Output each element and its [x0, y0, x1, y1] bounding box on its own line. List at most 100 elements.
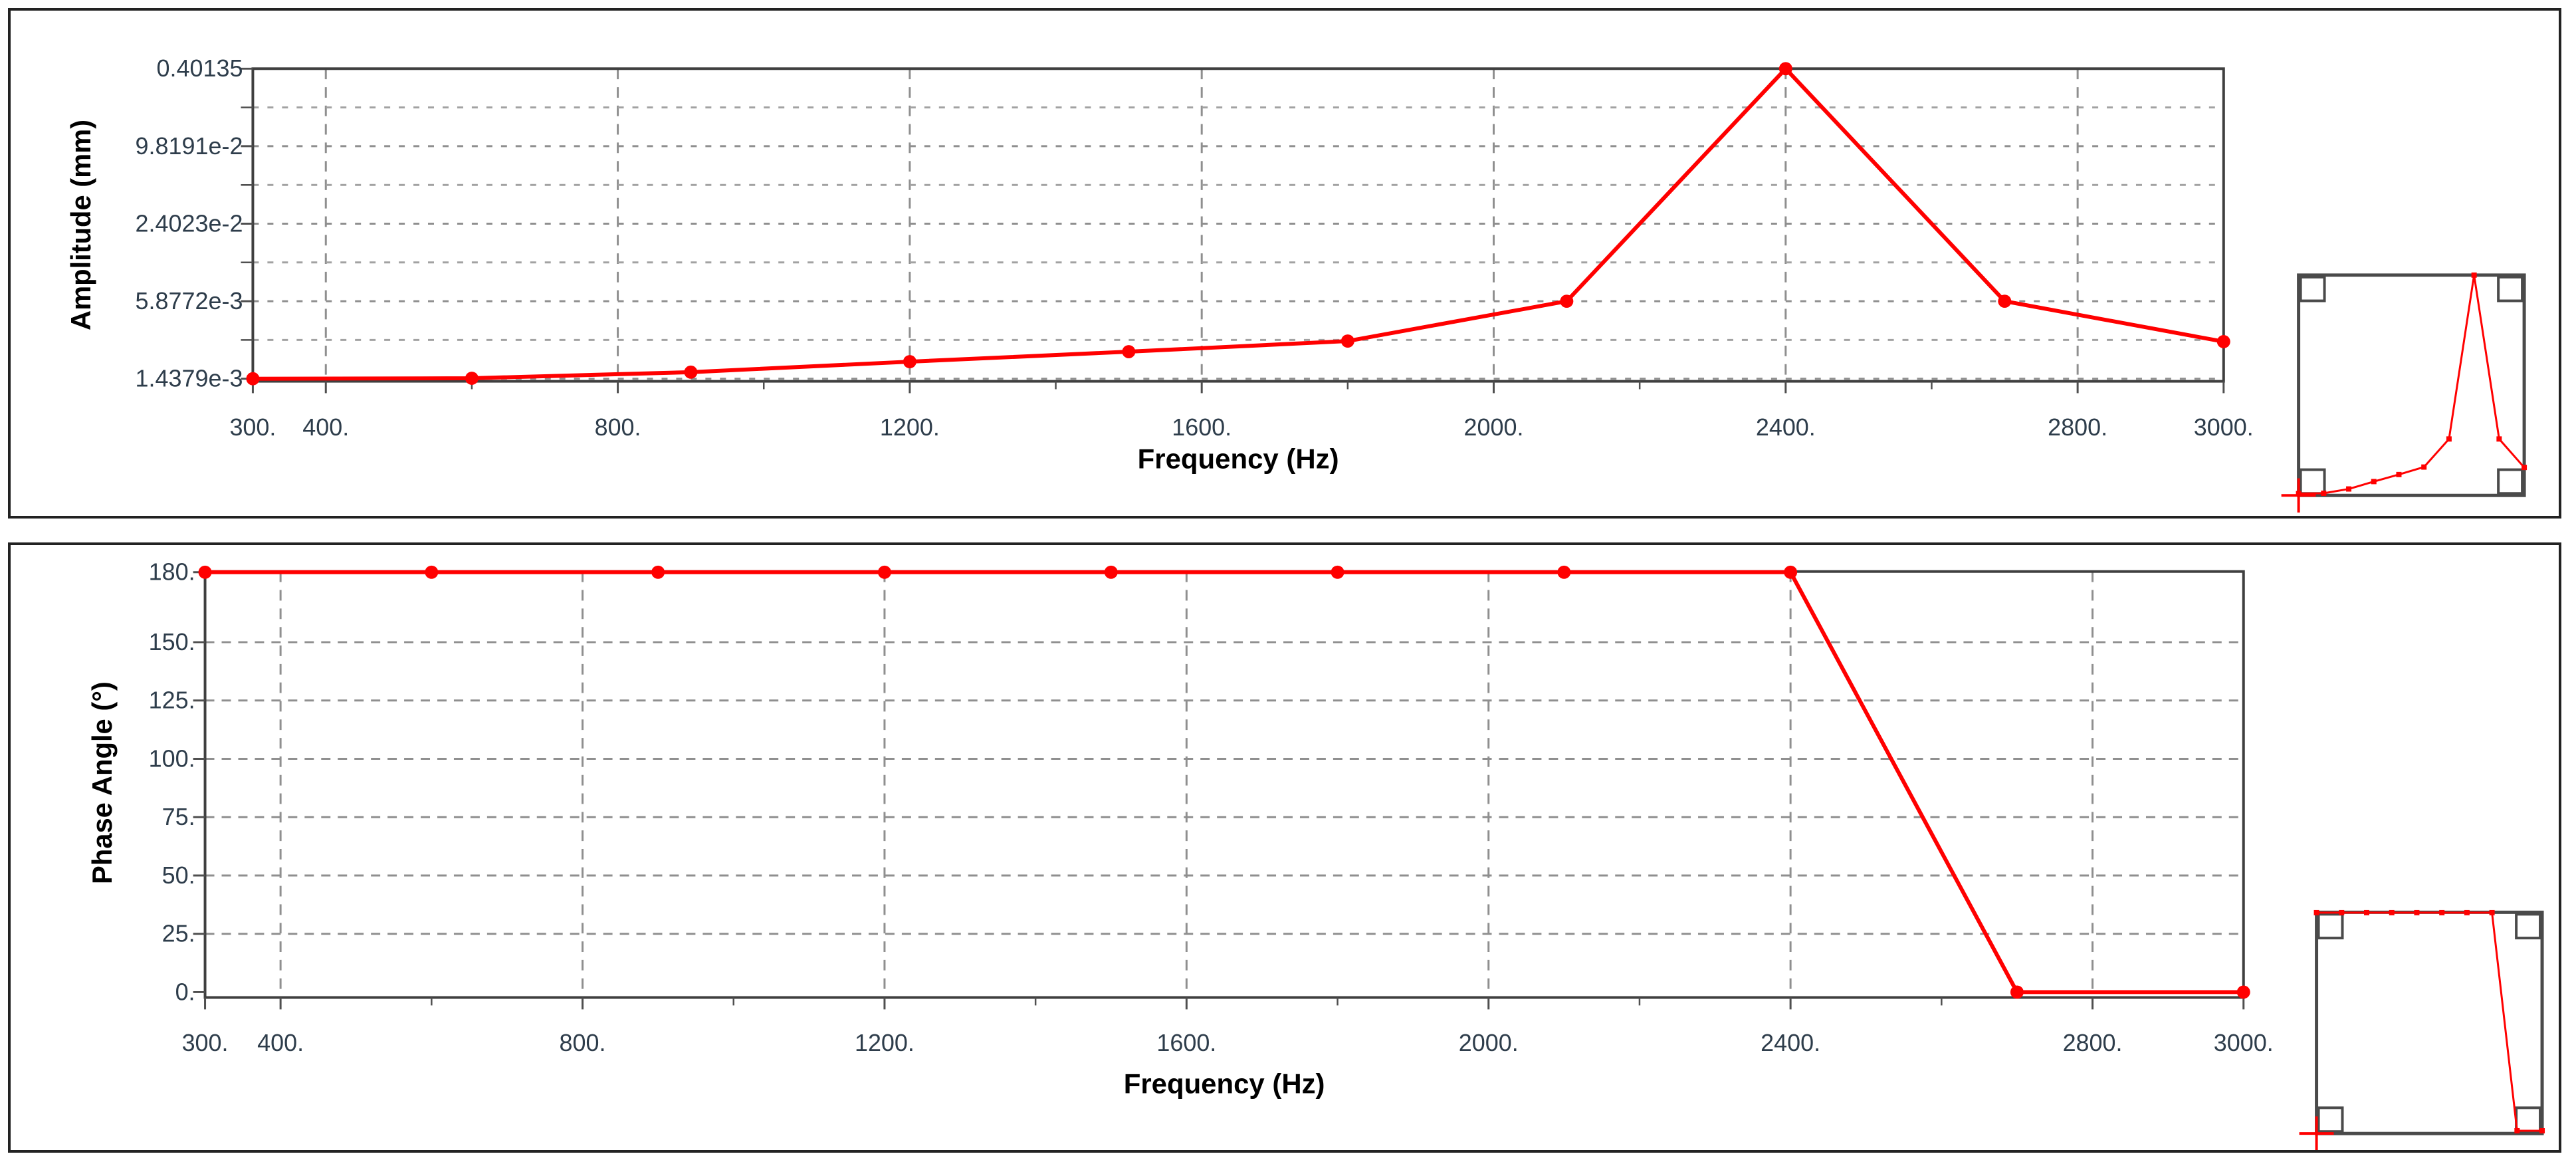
x-tick-label: 800. — [560, 1030, 606, 1056]
x-tick-label: 2800. — [2048, 414, 2107, 441]
phase-result-panel: 300. 400. 800. 1200. 1600. 2000. 2400. 2800. 300… — [8, 542, 2561, 1153]
thumbnail-data-point — [2464, 909, 2470, 915]
y-axis-title: Amplitude (mm) — [65, 120, 96, 330]
data-point-marker — [1331, 565, 1344, 579]
x-tick-label: 400. — [257, 1030, 304, 1056]
thumbnail-data-point — [2539, 1127, 2545, 1133]
thumbnail-resize-handle[interactable] — [2299, 275, 2326, 302]
thumbnail-series-line — [2316, 911, 2543, 1132]
y-tick-label: 150. — [149, 629, 195, 655]
y-tick-label: 180. — [149, 559, 195, 586]
x-tick-label: 1200. — [855, 1030, 914, 1056]
y-tick-label: 25. — [162, 921, 195, 947]
data-point-marker — [651, 565, 665, 579]
x-tick-label: 1200. — [880, 414, 940, 441]
x-tick-label: 3000. — [2194, 414, 2254, 441]
y-tick-label: 9.8191e-2 — [136, 133, 243, 160]
x-tick-label: 2400. — [1761, 1030, 1820, 1056]
y-tick-label: 1.4379e-3 — [136, 366, 243, 392]
y-axis-ticks: 180. 150. 125. 100. 75. 50. 25. 0. — [149, 559, 205, 1005]
x-gridlines — [279, 571, 2094, 998]
thumbnail-data-point — [2446, 436, 2452, 442]
y-tick-label: 125. — [149, 687, 195, 714]
y-tick-label: 5.8772e-3 — [136, 288, 243, 314]
x-tick-label: 400. — [302, 414, 349, 441]
thumbnail-data-point — [2489, 909, 2495, 915]
series-line — [203, 570, 2246, 994]
y-tick-label: 100. — [149, 746, 195, 772]
data-point-marker — [877, 565, 891, 579]
y-axis-title: Phase Angle (°) — [86, 681, 118, 884]
data-point-marker — [465, 372, 479, 385]
chart-preview-thumbnail[interactable] — [2299, 909, 2545, 1150]
thumbnail-data-point — [2371, 479, 2377, 485]
y-tick-label: 0. — [175, 979, 195, 1005]
thumbnail-resize-handle[interactable] — [2299, 468, 2326, 495]
data-point-marker — [246, 372, 260, 386]
data-point-marker — [1998, 294, 2012, 308]
data-point-marker — [684, 365, 698, 379]
thumbnail-data-point — [2396, 471, 2402, 477]
thumbnail-series-line — [2298, 274, 2525, 495]
x-tick-label: 3000. — [2214, 1030, 2274, 1056]
x-tick-label: 1600. — [1172, 414, 1232, 441]
amplitude-result-panel: 300. 400. 800. 1200. 1600. 2000. 2400. 2800. 300… — [8, 8, 2561, 519]
data-point-marker — [198, 565, 212, 579]
data-point-marker — [1784, 565, 1798, 579]
x-axis-ticks: 300. 400. 800. 1200. 1600. 2000. 2400. 2800. 300… — [182, 997, 2274, 1056]
thumbnail-resize-handle[interactable] — [2317, 1106, 2344, 1133]
y-tick-label: 2.4023e-2 — [136, 211, 243, 237]
thumbnail-frame — [2315, 910, 2544, 1135]
data-point-marker — [903, 355, 916, 368]
x-tick-label: 2800. — [2063, 1030, 2123, 1056]
thumbnail-data-point — [2421, 464, 2427, 470]
x-axis-title: Frequency (Hz) — [1138, 443, 1339, 475]
x-axis-title: Frequency (Hz) — [1124, 1068, 1325, 1100]
data-point-marker — [1778, 62, 1792, 76]
y-tick-label: 50. — [162, 862, 195, 889]
data-point-marker — [2216, 335, 2230, 348]
data-point-marker — [2236, 985, 2250, 999]
y-tick-label: 75. — [162, 804, 195, 830]
x-tick-label: 300. — [182, 1030, 229, 1056]
thumbnail-data-point — [2313, 909, 2319, 915]
thumbnail-resize-handle[interactable] — [2497, 468, 2524, 495]
plot-frame — [251, 67, 2225, 383]
x-tick-label: 800. — [595, 414, 641, 441]
thumbnail-data-point — [2471, 272, 2477, 278]
thumbnail-frame — [2297, 273, 2526, 497]
thumbnail-data-point — [2439, 909, 2445, 915]
thumbnail-data-point — [2364, 909, 2370, 915]
amplitude-chart-svg: 300. 400. 800. 1200. 1600. 2000. 2400. 2800. 300… — [65, 55, 2527, 513]
data-point-marker — [1557, 565, 1571, 579]
data-point-marker — [1341, 334, 1354, 348]
y-gridlines — [253, 106, 2224, 380]
thumbnail-resize-handle[interactable] — [2497, 275, 2524, 302]
data-point-marker — [1122, 345, 1136, 358]
thumbnail-data-point — [2346, 486, 2352, 492]
x-tick-label: 2000. — [1464, 414, 1524, 441]
x-gridlines — [324, 68, 2079, 382]
data-point-marker — [1104, 565, 1118, 579]
thumbnail-resize-handle[interactable] — [2515, 913, 2542, 940]
phase-chart-svg: 300. 400. 800. 1200. 1600. 2000. 2400. 2800. 300… — [86, 559, 2545, 1150]
y-tick-label: 0.40135 — [157, 55, 243, 82]
x-tick-label: 2000. — [1459, 1030, 1519, 1056]
x-tick-label: 300. — [229, 414, 276, 441]
x-axis-ticks: 300. 400. 800. 1200. 1600. 2000. 2400. 2800. 300… — [229, 381, 2254, 441]
thumbnail-data-point — [2321, 491, 2327, 496]
thumbnail-data-point — [2496, 436, 2502, 442]
x-tick-label: 1600. — [1156, 1030, 1216, 1056]
data-point-marker — [425, 565, 439, 579]
thumbnail-data-point — [2339, 909, 2345, 915]
thumbnail-resize-handle[interactable] — [2317, 913, 2344, 940]
thumbnail-data-point — [2414, 909, 2420, 915]
thumbnail-data-point — [2514, 1127, 2520, 1133]
y-gridlines — [205, 641, 2244, 935]
thumbnail-data-point — [2389, 909, 2395, 915]
x-tick-label: 2400. — [1756, 414, 1816, 441]
data-point-marker — [1560, 294, 1574, 308]
thumbnail-data-point — [2522, 465, 2527, 471]
chart-preview-thumbnail[interactable] — [2281, 272, 2527, 513]
thumbnail-resize-handle[interactable] — [2515, 1106, 2542, 1133]
